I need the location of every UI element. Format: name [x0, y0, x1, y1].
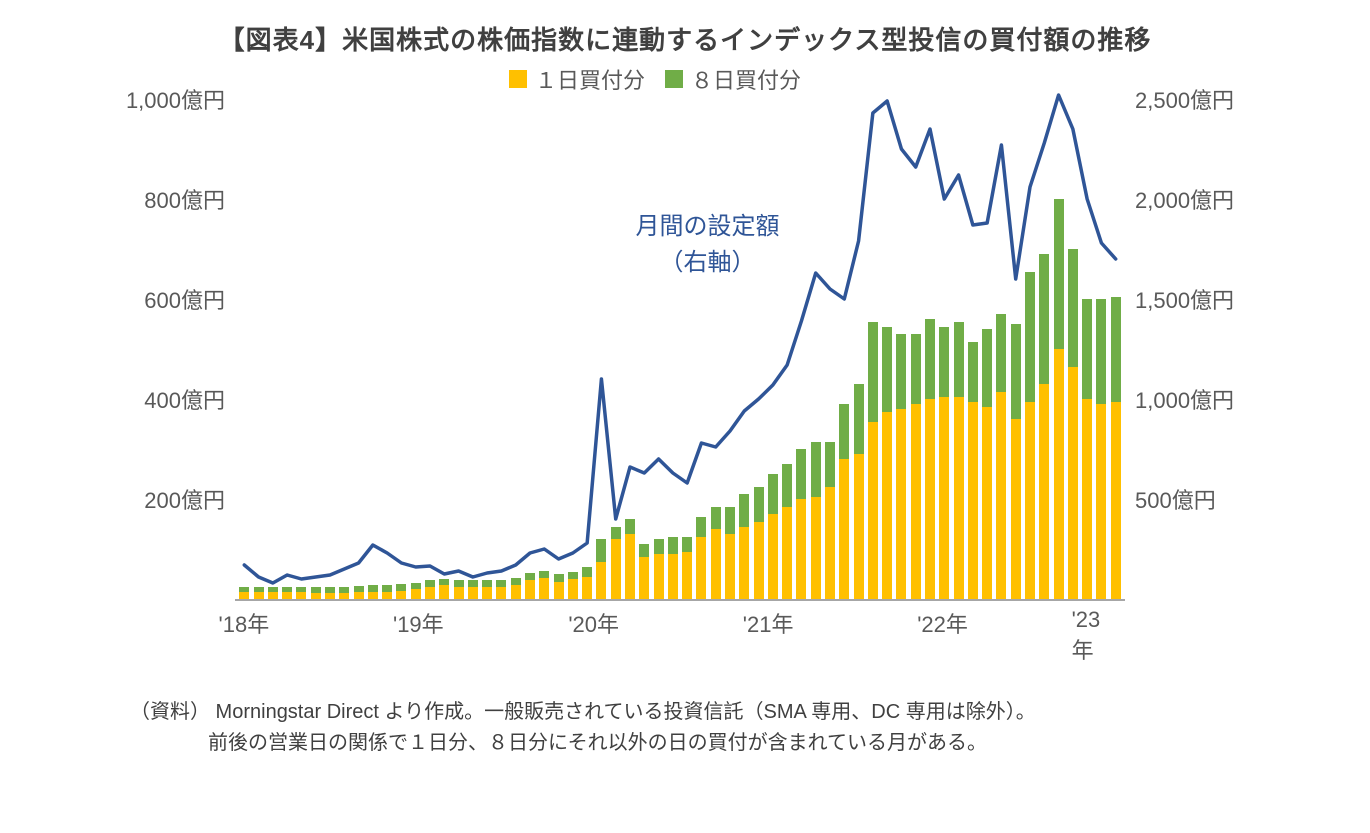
x-tick-label: '18年 — [219, 607, 270, 639]
y-axis-left: 1,000億円800億円600億円400億円200億円 — [85, 99, 225, 599]
footnote-line1: （資料） Morningstar Direct より作成。一般販売されている投資… — [130, 697, 1330, 728]
legend-label-2: ８日買付分 — [691, 63, 801, 95]
y-left-tick: 400億円 — [85, 383, 225, 415]
annotation-line1: 月間の設定額 — [636, 209, 780, 245]
legend-item-2: ８日買付分 — [665, 63, 801, 95]
y-right-tick: 2,500億円 — [1135, 83, 1285, 115]
y-left-tick: 200億円 — [85, 483, 225, 515]
y-right-tick: 1,000億円 — [1135, 383, 1285, 415]
legend-item-1: １日買付分 — [509, 63, 645, 95]
annotation-line2: （右軸） — [636, 245, 780, 281]
y-left-tick: 1,000億円 — [85, 83, 225, 115]
legend-label-1: １日買付分 — [535, 63, 645, 95]
x-tick-label: '22年 — [917, 607, 968, 639]
x-tick-label: '23年 — [1072, 607, 1108, 665]
y-right-tick: 2,000億円 — [1135, 183, 1285, 215]
x-tick-label: '21年 — [743, 607, 794, 639]
x-tick-label: '20年 — [568, 607, 619, 639]
y-left-tick: 800億円 — [85, 183, 225, 215]
chart-title: 【図表4】米国株式の株価指数に連動するインデックス型投信の買付額の推移 — [40, 20, 1330, 57]
monthly-line — [244, 95, 1115, 583]
footnote: （資料） Morningstar Direct より作成。一般販売されている投資… — [40, 697, 1330, 759]
x-tick-label: '19年 — [393, 607, 444, 639]
line-annotation: 月間の設定額 （右軸） — [636, 209, 780, 281]
y-right-tick: 1,500億円 — [1135, 283, 1285, 315]
legend-swatch-1 — [509, 70, 527, 88]
y-right-tick: 500億円 — [1135, 483, 1285, 515]
footnote-line2: 前後の営業日の関係で１日分、８日分にそれ以外の日の買付が含まれている月がある。 — [130, 728, 1330, 759]
line-layer — [235, 99, 1125, 599]
plot-area: 月間の設定額 （右軸） — [235, 99, 1125, 601]
y-left-tick: 600億円 — [85, 283, 225, 315]
y-axis-right: 2,500億円2,000億円1,500億円1,000億円500億円 — [1135, 99, 1285, 599]
legend-swatch-2 — [665, 70, 683, 88]
chart-area: 1,000億円800億円600億円400億円200億円 2,500億円2,000… — [85, 99, 1285, 689]
x-axis: '18年'19年'20年'21年'22年'23年 — [235, 607, 1125, 647]
